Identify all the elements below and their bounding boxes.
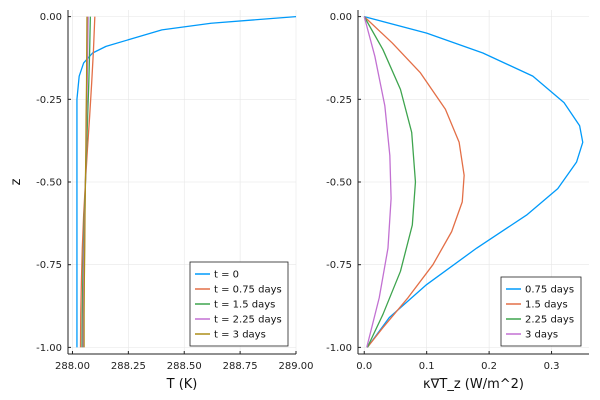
y-tick-label: 0.00 (330, 12, 352, 23)
y-tick-label: -1.00 (36, 343, 62, 354)
series-line-3 (363, 16, 417, 348)
legend-label: t = 0.75 days (214, 285, 282, 296)
chart-panel-1: 288.00 288.25 288.50 288.75 289.00 0.00 -0.25 -… (9, 10, 314, 392)
y-axis-label: z (9, 178, 24, 185)
legend-label: 2.25 days (525, 315, 574, 326)
legend-label: t = 2.25 days (214, 315, 282, 326)
legend: 0.75 days 1.5 days 2.25 days 3 days (500, 276, 582, 347)
series-line-1 (364, 15, 584, 348)
x-axis-label: κ∇T_z (W/m^2) (423, 377, 524, 392)
y-tick-label: -1.00 (326, 343, 352, 354)
x-tick-label: 288.50 (167, 361, 202, 372)
legend-label: 0.75 days (525, 285, 574, 296)
legend-label: t = 1.5 days (214, 300, 275, 311)
legend-label: 1.5 days (525, 300, 568, 311)
x-tick-label: 288.00 (55, 361, 90, 372)
x-tick-label: 288.25 (111, 361, 146, 372)
x-axis-label: T (K) (166, 377, 198, 392)
legend-label: 3 days (525, 330, 558, 341)
legend-label: t = 3 days (214, 330, 266, 341)
x-tick-label: 0.0 (356, 361, 372, 372)
x-tick-label: 0.1 (419, 361, 435, 372)
x-tick-label: 0.2 (481, 361, 497, 372)
x-tick-label: 288.75 (223, 361, 258, 372)
series-line-2 (363, 16, 465, 348)
x-tick-label: 289.00 (279, 361, 314, 372)
y-tick-label: -0.75 (36, 260, 62, 271)
y-tick-label: -0.50 (36, 178, 62, 189)
series-line-5 (83, 16, 88, 348)
legend-label: t = 0 (214, 270, 239, 281)
y-tick-label: -0.25 (36, 95, 62, 106)
chart-panel-2: 0.0 0.1 0.2 0.3 0.00 -0.25 -0.50 -0.75 -1.00 κ∇T_… (326, 10, 589, 392)
y-tick-label: 0.00 (40, 12, 62, 23)
legend: t = 0 t = 0.75 days t = 1.5 days t = 2.25 d… (189, 261, 289, 347)
y-tick-label: -0.25 (326, 95, 352, 106)
series-line-4 (363, 16, 392, 348)
y-tick-label: -0.75 (326, 260, 352, 271)
x-tick-label: 0.3 (544, 361, 560, 372)
y-tick-label: -0.50 (326, 178, 352, 189)
